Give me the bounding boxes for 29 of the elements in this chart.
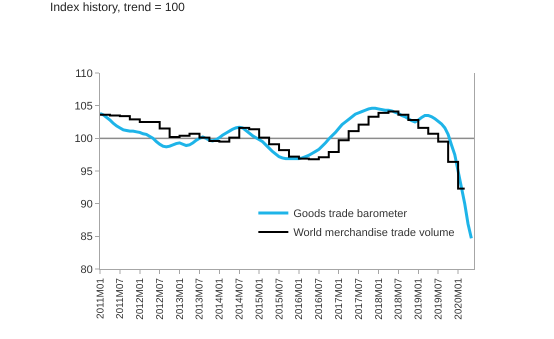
x-tick-label: 2018M01 (374, 278, 385, 320)
x-tick-label: 2011M01 (95, 278, 106, 319)
y-tick-label: 110 (75, 68, 93, 80)
x-tick-label: 2012M07 (154, 278, 166, 320)
y-tick-label: 80 (80, 264, 93, 276)
x-tick-label: 2014M01 (214, 278, 226, 320)
x-tick-label: 2020M01 (453, 278, 464, 320)
x-tick-label: 2019M07 (433, 278, 444, 320)
y-tick-label: 90 (80, 198, 93, 211)
legend-label: Goods trade barometer (293, 208, 408, 220)
chart-title: Index history, trend = 100 (50, 0, 186, 14)
x-tick-label: 2011M07 (115, 278, 126, 319)
x-tick-label: 2017M07 (354, 278, 365, 320)
x-tick-label: 2018M07 (394, 278, 405, 320)
y-tick-label: 95 (80, 166, 93, 178)
x-tick-label: 2013M01 (174, 278, 186, 320)
x-tick-label: 2019M01 (414, 278, 425, 320)
x-tick-label: 2017M01 (334, 278, 345, 320)
x-tick-label: 2014M07 (234, 278, 246, 320)
x-tick-label: 2016M01 (294, 278, 306, 320)
x-tick-label: 2013M07 (194, 278, 206, 320)
x-tick-label: 2012M01 (135, 278, 146, 320)
y-tick-label: 100 (74, 133, 93, 146)
x-tick-label: 2015M07 (274, 278, 286, 320)
legend-label: World merchandise trade volume (293, 227, 455, 240)
y-tick-label: 85 (80, 231, 93, 244)
y-tick-label: 105 (74, 100, 93, 113)
x-tick-label: 2016M07 (314, 278, 326, 320)
x-tick-label: 2015M01 (254, 278, 266, 320)
